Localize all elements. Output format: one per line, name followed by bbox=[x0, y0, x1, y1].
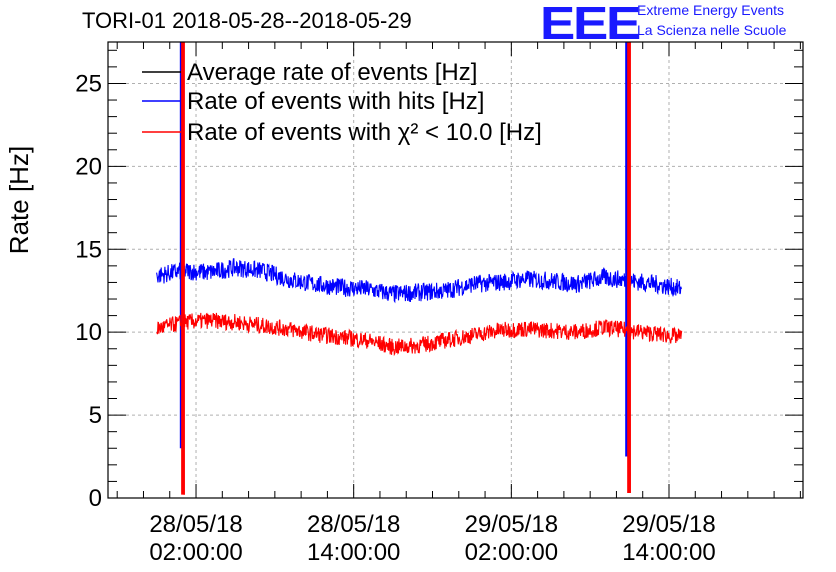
eee-logo: EEE bbox=[540, 0, 641, 49]
chart-title: TORI-01 2018-05-28--2018-05-29 bbox=[82, 8, 412, 33]
legend: Average rate of events [Hz]Rate of event… bbox=[142, 59, 542, 146]
series-line-2 bbox=[156, 41, 683, 495]
y-tick-label: 25 bbox=[75, 70, 102, 97]
legend-label-0: Average rate of events [Hz] bbox=[187, 59, 477, 86]
x-tick-label-date: 28/05/18 bbox=[307, 511, 400, 538]
y-tick-label: 15 bbox=[75, 236, 102, 263]
y-tick-labels: 0 5 10 15 20 25 bbox=[75, 70, 102, 512]
x-tick-label-time: 14:00:00 bbox=[307, 539, 400, 566]
axis-ticks bbox=[108, 42, 803, 499]
y-tick-label: 10 bbox=[75, 319, 102, 346]
legend-label-1: Rate of events with hits [Hz] bbox=[187, 88, 484, 115]
x-tick-label-time: 02:00:00 bbox=[149, 539, 242, 566]
y-tick-label: 20 bbox=[75, 153, 102, 180]
y-axis-label: Rate [Hz] bbox=[4, 146, 34, 254]
logo-line-2: La Scienza nelle Scuole bbox=[637, 22, 787, 38]
series-layer bbox=[156, 41, 683, 495]
plot-frame bbox=[107, 41, 804, 499]
y-tick-label: 5 bbox=[89, 402, 102, 429]
logo-line-1: Extreme Energy Events bbox=[637, 2, 785, 18]
series-line-1 bbox=[156, 41, 683, 457]
x-tick-label-time: 14:00:00 bbox=[622, 539, 715, 566]
x-tick-label-date: 29/05/18 bbox=[465, 511, 558, 538]
y-tick-label: 0 bbox=[89, 485, 102, 512]
x-tick-label-date: 28/05/18 bbox=[149, 511, 242, 538]
grid-lines bbox=[108, 42, 803, 498]
x-tick-label-time: 02:00:00 bbox=[465, 539, 558, 566]
x-tick-label-date: 29/05/18 bbox=[622, 511, 715, 538]
legend-label-2: Rate of events with χ² < 10.0 [Hz] bbox=[187, 119, 542, 146]
x-tick-labels: 28/05/1802:00:0028/05/1814:00:0029/05/18… bbox=[149, 511, 715, 566]
